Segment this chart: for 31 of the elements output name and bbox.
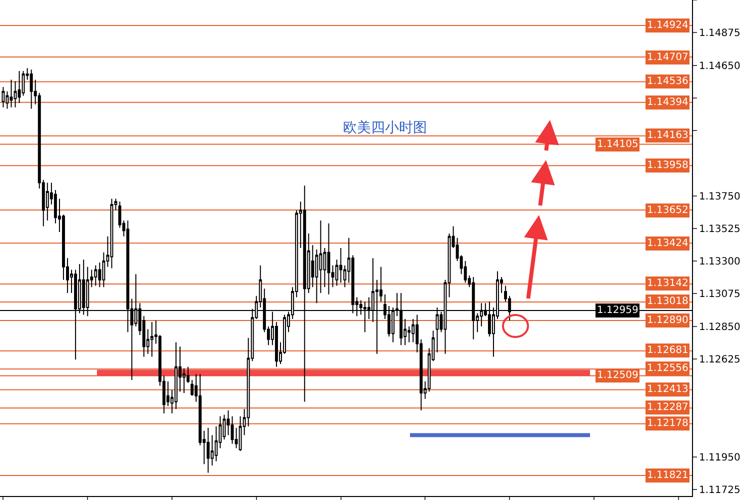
y-tick-label: 1.14650 (699, 60, 740, 72)
ref-line-label: 1.14536 (647, 76, 688, 87)
ref-line-label: 1.12413 (647, 384, 688, 395)
ref-line-label: 1.12509 (597, 370, 638, 381)
ref-line-label: 1.12287 (647, 402, 688, 413)
ref-line-label: 1.14394 (647, 97, 688, 108)
ref-line-label: 1.13142 (647, 278, 688, 289)
ref-line-label: 1.12959 (597, 305, 638, 316)
ref-line-label: 1.11821 (647, 470, 688, 481)
ref-line-label: 1.12890 (647, 315, 688, 326)
y-tick-label: 1.13075 (699, 289, 740, 300)
y-tick-label: 1.11725 (699, 484, 740, 496)
y-tick-label: 1.11950 (699, 452, 740, 464)
ref-line-label: 1.12178 (647, 418, 688, 429)
y-tick-label: 1.13525 (699, 224, 740, 235)
ref-line-label: 1.13424 (647, 238, 688, 249)
ref-line-label: 1.14707 (647, 52, 688, 63)
ref-line-label: 1.14924 (647, 20, 688, 31)
y-tick-label: 1.13750 (699, 191, 740, 202)
ref-line-label: 1.12556 (647, 363, 688, 374)
ref-line-label: 1.13652 (647, 205, 688, 216)
y-tick-label: 1.14875 (699, 28, 740, 40)
ref-line-label: 1.13958 (647, 160, 688, 171)
ref-line-label: 1.14163 (647, 130, 688, 141)
y-tick-label: 1.12625 (699, 354, 740, 366)
ref-line-label: 1.12681 (647, 345, 688, 356)
y-tick-label: 1.12850 (699, 322, 740, 333)
ref-line-label: 1.14105 (597, 139, 638, 150)
text: 欧美四小时图 (343, 120, 427, 136)
y-tick-label: 1.13300 (699, 256, 740, 268)
ref-line-label: 1.13018 (647, 296, 688, 307)
